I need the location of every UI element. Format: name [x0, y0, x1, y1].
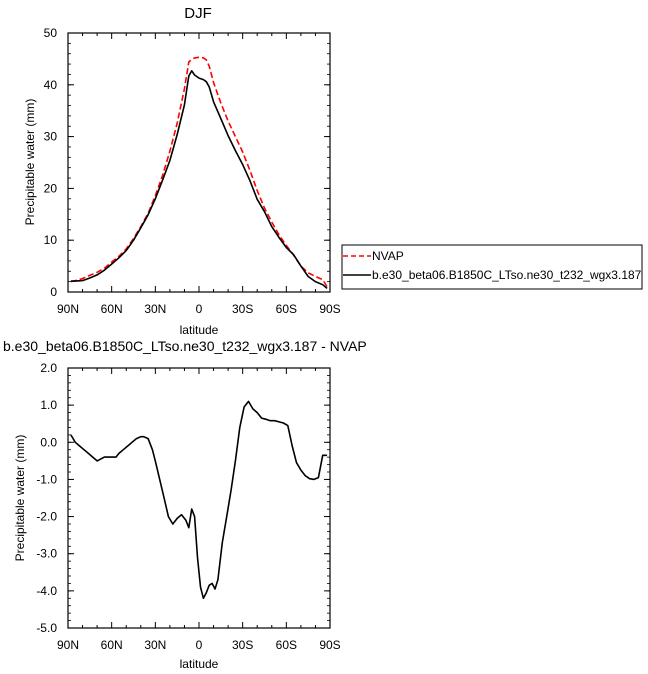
bottom-y-tick-label: -2.0 [36, 510, 57, 524]
top-x-axis-label: latitude [180, 323, 219, 337]
top-chart: DJF 90N 60N 30N 0 30S 60S 90S 0 10 20 30 40 50 lati… [23, 5, 643, 337]
top-y-tick-label: 20 [44, 181, 58, 195]
top-x-tick-label: 90N [57, 302, 79, 316]
bottom-chart: b.e30_beta06.B1850C_LTso.ne30_t232_wgx3.… [3, 338, 367, 671]
top-y-tick-label: 0 [50, 285, 57, 299]
bottom-series-lines [70, 400, 328, 600]
top-x-tick-label: 60N [101, 302, 123, 316]
bottom-y-tick-label: -3.0 [36, 547, 57, 561]
top-x-tick-label: 90S [319, 302, 340, 316]
top-series-line-1 [70, 70, 328, 290]
bottom-plot-frame [67, 367, 331, 629]
bottom-chart-title: b.e30_beta06.B1850C_LTso.ne30_t232_wgx3.… [3, 338, 367, 354]
top-legend: NVAP b.e30_beta06.B1850C_LTso.ne30_t232_… [341, 244, 643, 290]
bottom-y-ticks: 2.0 1.0 0.0 -1.0 -2.0 -3.0 -4.0 -5.0 [36, 361, 330, 635]
top-x-tick-label: 30N [144, 302, 166, 316]
bottom-y-tick-label: -1.0 [36, 472, 57, 486]
top-y-tick-label: 50 [44, 26, 58, 40]
bottom-y-tick-label: -5.0 [36, 621, 57, 635]
bottom-x-tick-label: 60S [276, 638, 297, 652]
bottom-x-tick-label: 90N [57, 638, 79, 652]
bottom-y-tick-label: 0.0 [40, 435, 57, 449]
top-y-axis-label: Precipitable water (mm) [23, 99, 37, 226]
top-series-line-0 [70, 56, 328, 288]
bottom-x-ticks: 90N 60N 30N 0 30S 60S 90S [57, 368, 341, 652]
top-x-tick-label: 60S [276, 302, 297, 316]
bottom-series-line-0 [70, 400, 328, 600]
top-x-tick-label: 30S [232, 302, 253, 316]
top-x-ticks: 90N 60N 30N 0 30S 60S 90S [57, 33, 341, 316]
top-y-tick-label: 30 [44, 130, 58, 144]
top-y-tick-label: 40 [44, 78, 58, 92]
bottom-y-tick-label: 2.0 [40, 361, 57, 375]
bottom-x-tick-label: 30S [232, 638, 253, 652]
bottom-y-tick-label: 1.0 [40, 398, 57, 412]
top-plot-frame [67, 32, 331, 293]
top-y-ticks: 0 10 20 30 40 50 [44, 26, 330, 299]
top-chart-title: DJF [184, 5, 212, 22]
bottom-x-axis-label: latitude [180, 657, 219, 671]
bottom-x-tick-label: 30N [144, 638, 166, 652]
bottom-x-tick-label: 90S [319, 638, 340, 652]
top-series-lines [70, 56, 328, 290]
legend-box [341, 244, 643, 290]
legend-model-label: b.e30_beta06.B1850C_LTso.ne30_t232_wgx3.… [372, 268, 642, 282]
bottom-y-axis-label: Precipitable water (mm) [13, 435, 27, 562]
top-x-tick-label: 0 [196, 302, 203, 316]
legend-nvap-label: NVAP [372, 249, 404, 263]
bottom-x-tick-label: 0 [196, 638, 203, 652]
bottom-x-tick-label: 60N [101, 638, 123, 652]
top-y-tick-label: 10 [44, 233, 58, 247]
bottom-y-tick-label: -4.0 [36, 584, 57, 598]
